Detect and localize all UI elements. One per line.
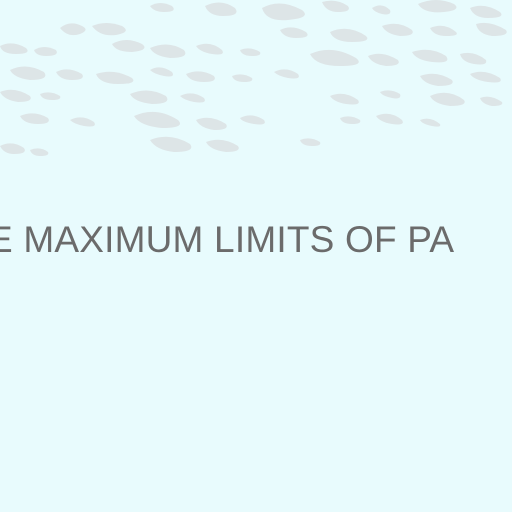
speckled-texture bbox=[0, 0, 507, 156]
banner-text: E MAXIMUM LIMITS OF PA bbox=[0, 219, 455, 260]
